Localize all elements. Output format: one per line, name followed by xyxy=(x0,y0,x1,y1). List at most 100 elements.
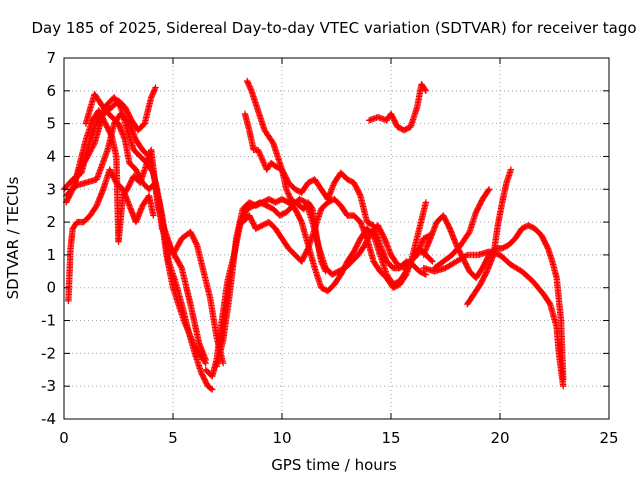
series-arc-11 xyxy=(241,110,430,278)
data-point xyxy=(151,85,159,93)
data-point xyxy=(260,159,267,166)
data-point xyxy=(84,152,92,159)
y-tick-labels: -4 -3 -2 -1 0 1 2 3 4 5 6 7 xyxy=(41,49,56,428)
data-point xyxy=(318,259,326,267)
data-point xyxy=(421,86,429,93)
data-point xyxy=(207,385,215,392)
series-arc-06 xyxy=(82,90,216,393)
data-point xyxy=(319,262,327,269)
data-point xyxy=(88,145,95,152)
data-point xyxy=(356,191,364,198)
data-point xyxy=(283,186,290,193)
data-point xyxy=(428,257,435,264)
data-point xyxy=(83,155,90,162)
data-point xyxy=(560,382,567,390)
data-point xyxy=(243,77,251,85)
data-point xyxy=(177,238,184,245)
data-point xyxy=(465,230,472,237)
x-tick-labels: 0 5 10 15 20 25 xyxy=(59,429,618,447)
data-point xyxy=(87,146,95,154)
x-tick-label: 0 xyxy=(59,429,69,447)
data-point xyxy=(422,199,430,206)
data-point xyxy=(462,252,470,259)
data-point xyxy=(283,187,291,194)
data-point xyxy=(86,148,94,155)
data-point xyxy=(150,212,157,219)
data-point xyxy=(269,138,276,146)
y-tick-label: 0 xyxy=(46,279,56,297)
data-point xyxy=(304,246,311,253)
data-point xyxy=(209,386,216,393)
data-point xyxy=(422,271,430,278)
y-tick-label: -4 xyxy=(41,410,56,428)
data-point xyxy=(285,190,292,197)
data-point xyxy=(247,84,254,92)
data-point xyxy=(422,87,430,95)
data-point xyxy=(257,153,265,161)
data-point xyxy=(193,240,200,247)
data-point xyxy=(108,132,115,139)
data-point xyxy=(421,270,428,278)
data-point xyxy=(89,144,96,151)
y-tick-label: 6 xyxy=(46,82,56,100)
data-point xyxy=(485,187,492,194)
x-axis-label: GPS time / hours xyxy=(271,456,397,474)
data-point xyxy=(256,150,264,158)
x-tick-label: 20 xyxy=(490,429,509,447)
data-point xyxy=(286,193,293,200)
data-point xyxy=(245,80,252,87)
data-point xyxy=(173,244,180,252)
data-point xyxy=(546,299,553,307)
data-point xyxy=(149,91,156,98)
axis-ticks xyxy=(63,57,610,420)
data-point xyxy=(90,141,97,148)
data-point xyxy=(255,148,262,155)
data-point xyxy=(84,153,91,161)
data-point xyxy=(245,81,253,89)
data-point xyxy=(175,240,183,248)
data-point xyxy=(285,191,293,199)
y-tick-label: 1 xyxy=(46,246,56,264)
data-point xyxy=(170,250,177,257)
data-point xyxy=(247,86,255,93)
data-point xyxy=(150,88,157,95)
y-tick-label: -1 xyxy=(41,312,56,330)
x-tick-label: 15 xyxy=(381,429,400,447)
data-point xyxy=(297,217,305,224)
y-tick-label: -3 xyxy=(41,377,56,395)
data-point xyxy=(172,246,180,253)
series-arc-16 xyxy=(420,248,567,390)
y-tick-label: 5 xyxy=(46,115,56,133)
data-point xyxy=(171,248,178,256)
chart-title: Day 185 of 2025, Sidereal Day-to-day VTE… xyxy=(31,19,636,37)
data-point xyxy=(320,263,327,271)
data-point xyxy=(429,258,436,265)
y-tick-label: -2 xyxy=(41,344,56,362)
x-tick-label: 25 xyxy=(599,429,618,447)
y-tick-label: 4 xyxy=(46,147,56,165)
data-point xyxy=(68,187,76,194)
data-point xyxy=(257,152,264,159)
data-point xyxy=(85,151,92,158)
data-point xyxy=(259,156,266,163)
data-point xyxy=(402,272,409,280)
data-point xyxy=(202,356,209,364)
data-point xyxy=(177,263,185,270)
data-point xyxy=(174,242,182,249)
data-point xyxy=(176,239,183,246)
data-point xyxy=(151,87,158,94)
x-tick-label: 10 xyxy=(272,429,291,447)
series-arc-02 xyxy=(62,110,209,364)
data-point xyxy=(174,243,181,250)
data-point xyxy=(244,79,251,86)
data-point xyxy=(148,92,156,100)
data-point xyxy=(321,266,329,274)
y-tick-label: 3 xyxy=(46,180,56,198)
data-point xyxy=(261,160,268,168)
y-tick-label: 7 xyxy=(46,49,56,67)
data-point xyxy=(89,142,97,150)
data-point xyxy=(507,166,515,173)
data-point xyxy=(256,149,263,156)
data-point xyxy=(171,247,179,255)
